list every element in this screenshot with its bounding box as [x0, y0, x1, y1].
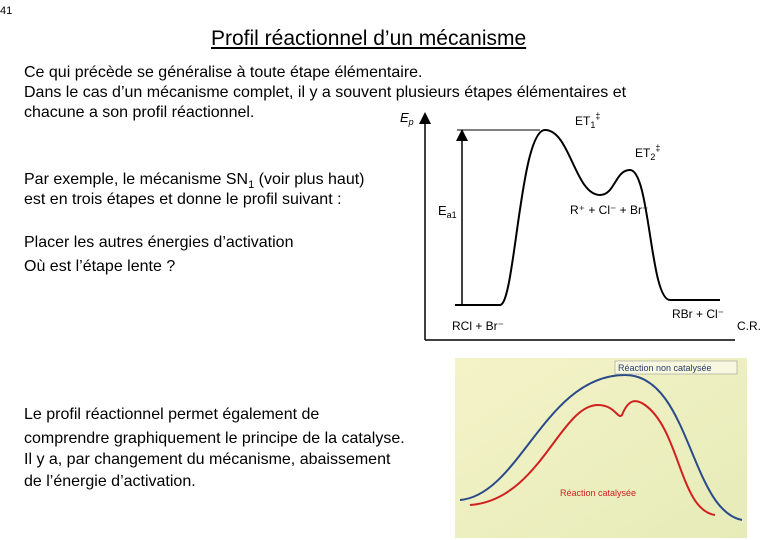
- label: R⁺ + Cl⁻ + Br⁻: [570, 203, 648, 217]
- text: 1: [590, 120, 595, 130]
- text-line: Il y a, par changement du mécanisme, aba…: [24, 451, 391, 468]
- text-line: Dans le cas d’un mécanisme complet, il y…: [24, 84, 627, 101]
- label: RBr + Cl⁻: [672, 307, 724, 321]
- text: a1: [447, 210, 457, 220]
- text-line: chacune a son profil réactionnel.: [24, 104, 255, 121]
- text-line: est en trois étapes et donne le profil s…: [24, 191, 342, 208]
- uncatalysed-curve: [459, 373, 743, 521]
- subscript: 1: [248, 179, 255, 192]
- text-line: Par exemple, le mécanisme SN1 (voir plus…: [24, 170, 364, 195]
- text-line: Le profil réactionnel permet également d…: [24, 406, 320, 423]
- text: Par exemple, le mécanisme SN: [24, 171, 249, 188]
- text-line: Ce qui précède se généralise à toute éta…: [24, 64, 423, 81]
- title: Profil réactionnel d’un mécanisme: [211, 27, 527, 50]
- catalysis-figure: Réaction non catalysée Réaction catalysé…: [455, 358, 747, 538]
- text: 2: [650, 152, 655, 162]
- catalysed-curve: [469, 400, 716, 516]
- label: ET2‡: [635, 143, 660, 162]
- label: Réaction non catalysée: [618, 363, 712, 373]
- text: (voir plus haut): [254, 171, 365, 188]
- label: Réaction catalysée: [560, 488, 636, 498]
- text: ‡: [655, 143, 660, 153]
- label: RCl + Br⁻: [452, 319, 504, 333]
- page-number: 41: [0, 5, 13, 17]
- label: Ea1: [438, 203, 457, 220]
- text-line: Où est l’étape lente ?: [24, 258, 176, 275]
- axis-label: Ep: [400, 110, 414, 127]
- profile-figure: Ep ET1‡ ET2‡ Ea1 R⁺ + Cl⁻ + Br⁻ RCl + Br…: [400, 110, 761, 341]
- axis-label: C.R.: [737, 319, 761, 333]
- text-line: de l’énergie d’activation.: [24, 473, 196, 490]
- text: ET: [635, 146, 651, 160]
- energy-curve: [455, 128, 720, 306]
- text-line: Placer les autres énergies d’activation: [24, 234, 294, 251]
- text: ET: [575, 114, 591, 128]
- label-box: [614, 360, 738, 375]
- text-line: comprendre graphiquement le principe de …: [24, 430, 405, 447]
- background: [455, 358, 747, 538]
- text: ‡: [595, 111, 600, 121]
- text: E: [400, 110, 409, 125]
- text: p: [408, 117, 414, 127]
- label: ET1‡: [575, 111, 600, 130]
- text: E: [438, 203, 447, 218]
